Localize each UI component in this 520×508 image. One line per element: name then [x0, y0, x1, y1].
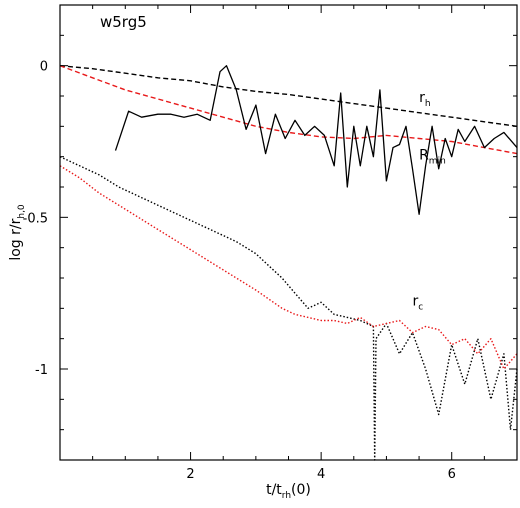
y-tick-label: -1: [35, 363, 48, 378]
y-tick-label: -0.5: [23, 211, 48, 226]
x-tick-label: 6: [448, 467, 456, 482]
text-layer: w5rg5 2 4 6 0 -0.5 -1 rh Rmin rc t/trh(0) log r/rh…: [8, 13, 456, 501]
curve-label: rc: [413, 293, 424, 312]
series-line-rmin-black: [114, 65, 518, 215]
y-axis-label: log r/rh,0: [8, 204, 27, 261]
series-layer: [59, 65, 518, 461]
curve-label: rh: [419, 90, 430, 109]
series-line-rh-red: [59, 65, 518, 155]
x-axis-label: t/trh(0): [266, 482, 311, 501]
y-tick-label: 0: [40, 60, 48, 75]
axes-layer: [59, 4, 518, 461]
series-line-rc-black: [59, 156, 518, 461]
x-tick-label: 4: [317, 467, 325, 482]
series-line-rh-black: [59, 65, 518, 127]
series-line-rc-red: [59, 165, 518, 370]
x-tick-label: 2: [186, 467, 194, 482]
chart-title: w5rg5: [100, 13, 147, 31]
curve-label: Rmin: [419, 148, 446, 167]
